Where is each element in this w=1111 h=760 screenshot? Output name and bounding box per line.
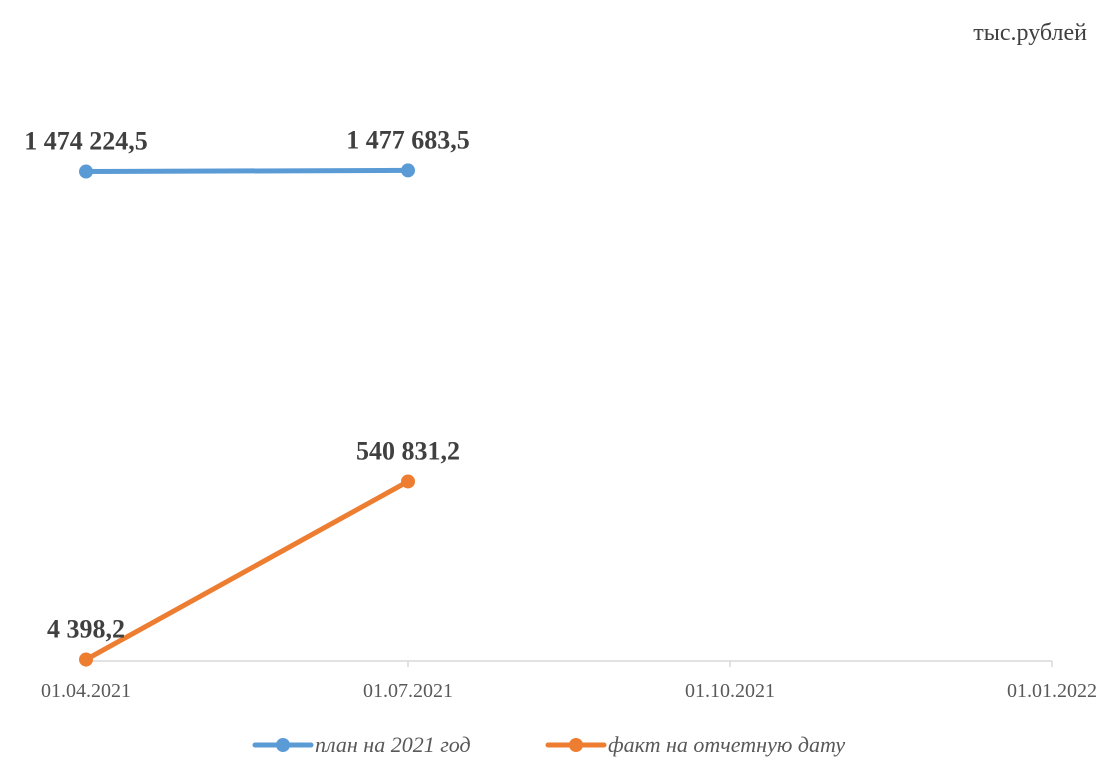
data-label: 1 477 683,5 <box>346 125 470 154</box>
x-tick-label: 01.01.2022 <box>1007 680 1097 702</box>
data-label: 540 831,2 <box>356 436 460 465</box>
series-line-1 <box>83 167 411 175</box>
series-line-2 <box>83 478 411 663</box>
legend-marker-2 <box>569 738 583 752</box>
data-point <box>401 474 415 489</box>
legend-label-1: план на 2021 год <box>315 732 471 757</box>
x-tick-label: 01.10.2021 <box>685 680 775 702</box>
data-point <box>79 164 93 179</box>
unit-label: тыс.рублей <box>973 20 1087 46</box>
data-label: 4 398,2 <box>47 615 125 644</box>
x-tick-label: 01.04.2021 <box>41 680 131 702</box>
x-axis: 01.04.2021 01.07.2021 01.10.2021 01.01.2022 <box>41 660 1097 702</box>
series-group: 1 474 224,5 1 477 683,5 4 398,2 540 831,2 <box>24 125 470 667</box>
data-point <box>79 652 93 667</box>
legend-label-2: факт на отчетную дату <box>608 732 845 757</box>
data-label: 1 474 224,5 <box>24 127 148 156</box>
data-point <box>401 163 415 178</box>
x-tick-label: 01.07.2021 <box>363 680 453 702</box>
legend: план на 2021 год факт на отчетную дату <box>252 732 845 757</box>
legend-marker-1 <box>276 738 290 752</box>
